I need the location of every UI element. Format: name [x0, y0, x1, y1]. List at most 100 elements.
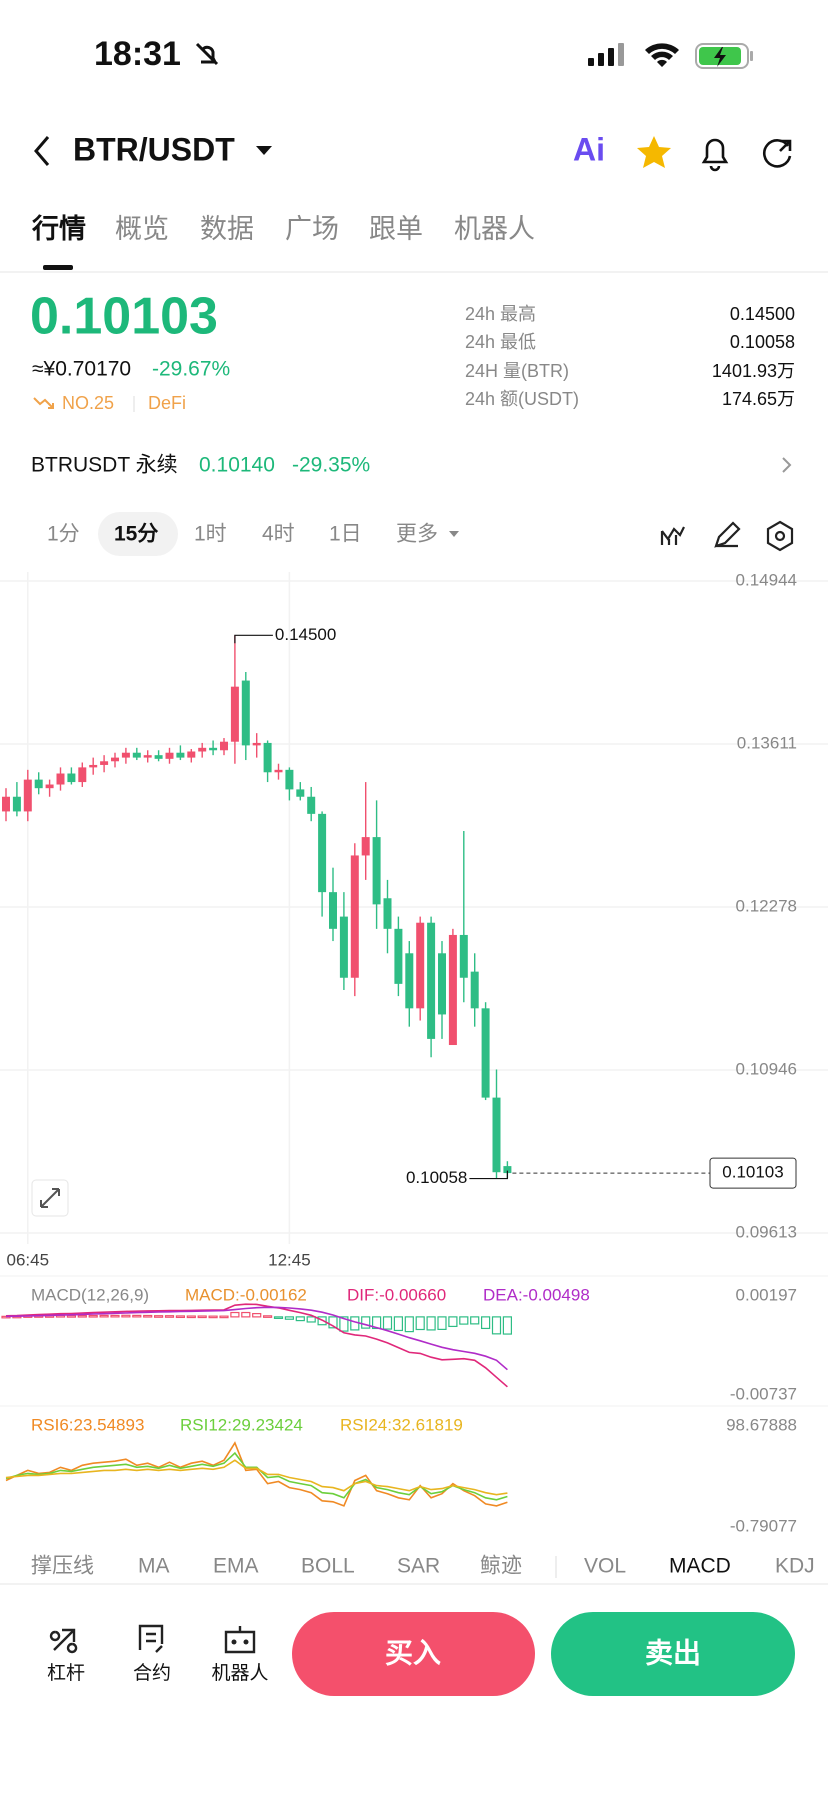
histogram-bar [502, 1316, 512, 1335]
candle-body [329, 892, 337, 929]
candle-body [154, 755, 163, 759]
indicator-tab[interactable]: SAR [397, 1555, 440, 1578]
interval[interactable]: 1时 [194, 523, 227, 546]
candle-body [176, 752, 185, 758]
share-button[interactable] [762, 139, 792, 168]
histogram-bar [121, 1314, 131, 1318]
rank: NO.25 [62, 393, 114, 413]
candle-body [438, 953, 446, 1015]
indicator-tab[interactable]: 鲸迹 [480, 1555, 522, 1578]
candle-body [427, 922, 436, 1039]
interval[interactable]: 更多 [396, 523, 438, 546]
buy-label[interactable]: 买入 [385, 1637, 441, 1668]
contract-icon[interactable] [138, 1624, 164, 1653]
settings-button[interactable] [766, 520, 794, 552]
perp-name[interactable]: BTRUSDT 永续 [31, 454, 178, 477]
draw-button[interactable] [714, 521, 741, 548]
tab[interactable]: 数据 [200, 214, 254, 244]
stat-label: 24H 量(BTR) [465, 361, 569, 381]
candle-body [89, 764, 98, 768]
x-tick-label: 12:45 [268, 1250, 311, 1269]
tab[interactable]: 行情 [31, 213, 86, 244]
indicator-tab[interactable]: 撑压线 [31, 1555, 94, 1578]
y-tick-label: 98.67888 [726, 1415, 797, 1434]
candle-body [263, 742, 272, 773]
stat-value: 0.10058 [730, 332, 795, 352]
panel-title: MACD(12,26,9) [31, 1285, 149, 1304]
y-tick-label: -0.79077 [730, 1516, 797, 1535]
candle-body [132, 752, 141, 758]
indicator-button[interactable] [660, 526, 685, 545]
bot-icon[interactable] [224, 1626, 256, 1654]
candle-body [45, 784, 54, 789]
histogram-bar [154, 1315, 164, 1318]
alert-button[interactable] [701, 138, 729, 172]
annotation-leader [469, 1170, 508, 1180]
sector-tag[interactable]: DeFi [148, 393, 186, 413]
stat-value: 1401.93万 [712, 361, 795, 381]
action-label[interactable]: 合约 [133, 1662, 171, 1684]
candle-body [121, 752, 130, 758]
settings-button-dot [774, 530, 786, 542]
indicator-line [5, 1459, 508, 1496]
action-label[interactable]: 杠杆 [47, 1662, 85, 1684]
candle-body [361, 837, 370, 856]
indicator-tab[interactable]: VOL [584, 1555, 626, 1578]
histogram-bar [361, 1316, 371, 1329]
fullscreen-button[interactable] [31, 1179, 69, 1217]
y-tick-label: 0.09613 [736, 1222, 797, 1241]
histogram-bar [284, 1316, 294, 1320]
candle-body [34, 779, 43, 789]
histogram-bar [481, 1316, 491, 1330]
interval[interactable]: 1日 [329, 523, 362, 546]
y-tick-label: -0.00737 [730, 1384, 797, 1403]
candle-body [503, 1166, 512, 1174]
candle-body [111, 757, 119, 762]
indicator-tab[interactable]: MACD [669, 1555, 731, 1578]
interval-selected-bg [98, 512, 178, 556]
perp-chevron[interactable] [782, 457, 792, 473]
histogram-bar [426, 1316, 436, 1331]
back-button[interactable] [34, 136, 50, 166]
indicator-tab[interactable]: BOLL [301, 1555, 355, 1578]
tab[interactable]: 概览 [115, 214, 169, 244]
cny-price: ≈¥0.70170 [32, 358, 131, 381]
candle-body [67, 773, 76, 783]
sell-label[interactable]: 卖出 [645, 1637, 701, 1668]
buy-button[interactable] [292, 1612, 535, 1696]
tab[interactable]: 跟单 [369, 214, 423, 244]
interval[interactable]: 1分 [47, 523, 80, 546]
candle-body [405, 953, 414, 1009]
leverage-icon[interactable] [49, 1628, 78, 1654]
favorite-button[interactable] [637, 136, 671, 168]
histogram-bar [491, 1316, 502, 1335]
indicator-tab[interactable]: KDJ [775, 1555, 815, 1578]
status-icons [195, 42, 753, 69]
interval[interactable]: 4时 [262, 523, 295, 546]
histogram-bar [317, 1316, 327, 1326]
candle-body [209, 747, 218, 751]
indicator-tab[interactable]: EMA [213, 1555, 259, 1578]
histogram-bar [382, 1316, 393, 1330]
bot-icon-eye [231, 1639, 237, 1645]
candle-body [23, 779, 32, 812]
histogram-bar [470, 1316, 480, 1325]
indicator-line [5, 1303, 508, 1388]
pair-title[interactable]: BTR/USDT [73, 131, 235, 167]
pair-dropdown[interactable] [256, 146, 272, 155]
interval-dropdown[interactable] [449, 531, 459, 537]
chart-background [0, 572, 828, 1244]
histogram-bar [197, 1315, 207, 1319]
ai-button[interactable]: Ai [573, 131, 605, 167]
candle-body [350, 855, 359, 978]
histogram-bar [339, 1316, 349, 1332]
legend-entry: MACD:-0.00162 [185, 1285, 307, 1304]
sell-button[interactable] [551, 1612, 795, 1696]
tab[interactable]: 广场 [285, 214, 339, 244]
interval[interactable]: 15分 [114, 523, 158, 546]
indicator-tab[interactable]: MA [138, 1555, 170, 1578]
stat-value: 0.14500 [730, 304, 795, 324]
tab[interactable]: 机器人 [454, 214, 535, 244]
action-label[interactable]: 机器人 [211, 1662, 268, 1684]
